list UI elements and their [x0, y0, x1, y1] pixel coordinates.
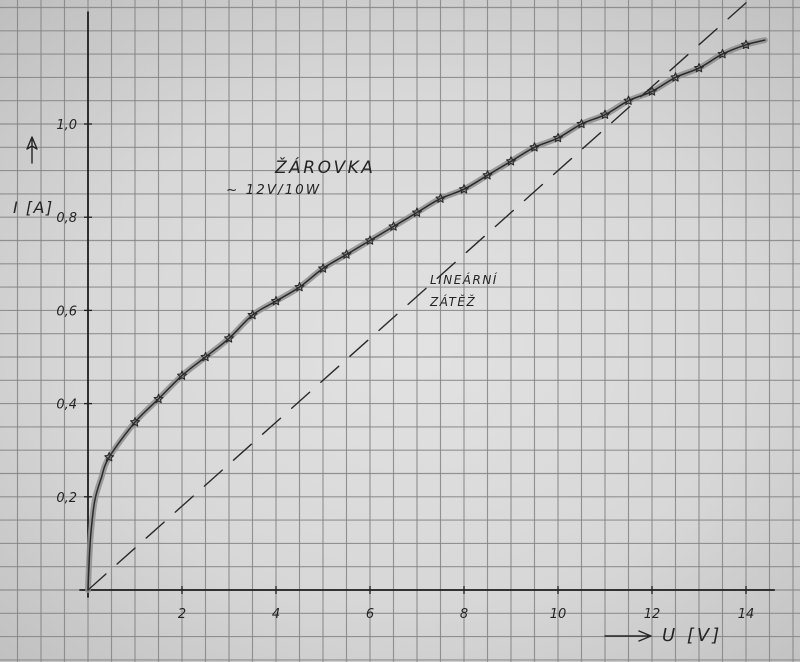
linear-load-label-line1: LINEÁRNÍ — [430, 272, 498, 287]
bulb-data-point — [130, 417, 140, 427]
x-axis-label: U [V] — [662, 625, 722, 646]
x-tick-label: 8 — [460, 607, 468, 622]
bulb-data-point — [435, 193, 446, 203]
y-axis-label: I [A] — [13, 198, 54, 217]
bulb-data-point — [104, 452, 115, 462]
ticks: 2 4 6 8 10 12 14 0,2 0,4 0,6 0,8 1,0 — [56, 118, 754, 622]
bulb-data-point — [459, 184, 469, 194]
bulb-data-point — [717, 48, 728, 59]
bulb-data-point — [388, 221, 399, 231]
bulb-data-point — [529, 142, 540, 152]
bulb-data-point — [200, 351, 211, 362]
axes — [79, 11, 776, 598]
y-tick-label: 0,4 — [56, 398, 77, 413]
y-tick-label: 0,2 — [56, 491, 77, 506]
bulb-data-point — [341, 249, 352, 259]
bulb-data-point — [670, 72, 681, 82]
linear-load-label-line2: ZÁTĚŽ — [429, 294, 476, 309]
y-tick-label: 0,6 — [56, 304, 77, 319]
bulb-data-point — [224, 333, 234, 343]
linear-load-line — [87, 2, 747, 591]
bulb-data-point — [412, 207, 422, 217]
bulb-data-point — [694, 62, 704, 73]
y-axis-arrow-icon — [26, 136, 38, 164]
x-tick-label: 4 — [272, 607, 280, 622]
series-layer — [85, 2, 768, 593]
bulb-data-point — [247, 309, 258, 320]
x-tick-label: 14 — [738, 607, 755, 622]
bulb-data-point — [177, 370, 187, 380]
bulb-data-point — [553, 132, 563, 143]
x-tick-label: 2 — [178, 607, 186, 622]
x-axis-arrow-icon — [604, 630, 652, 642]
bulb-curve-label: ŽÁROVKA — [274, 156, 375, 178]
y-tick-label: 0,8 — [56, 211, 77, 226]
bulb-data-point — [623, 95, 634, 105]
x-tick-label: 10 — [550, 607, 567, 622]
bulb-data-point — [482, 170, 493, 180]
bulb-data-point — [153, 393, 164, 404]
bulb-data-point — [576, 118, 587, 129]
bulb-data-point — [271, 295, 281, 306]
x-tick-label: 6 — [366, 607, 374, 622]
y-tick-label: 1,0 — [56, 118, 77, 133]
bulb-rating-label: ~ 12V/10W — [226, 182, 321, 198]
bulb-curve-shade — [85, 37, 768, 593]
bulb-data-point — [294, 281, 305, 292]
bulb-curve-line — [87, 39, 766, 591]
bulb-data-point — [318, 263, 328, 273]
bulb-data-point — [741, 39, 751, 50]
linear-load-series — [87, 2, 747, 591]
bulb-data-point — [506, 156, 516, 166]
x-tick-label: 12 — [644, 607, 661, 622]
bulb-series — [85, 37, 768, 593]
bulb-data-point — [600, 109, 610, 119]
bulb-data-point — [365, 235, 375, 245]
